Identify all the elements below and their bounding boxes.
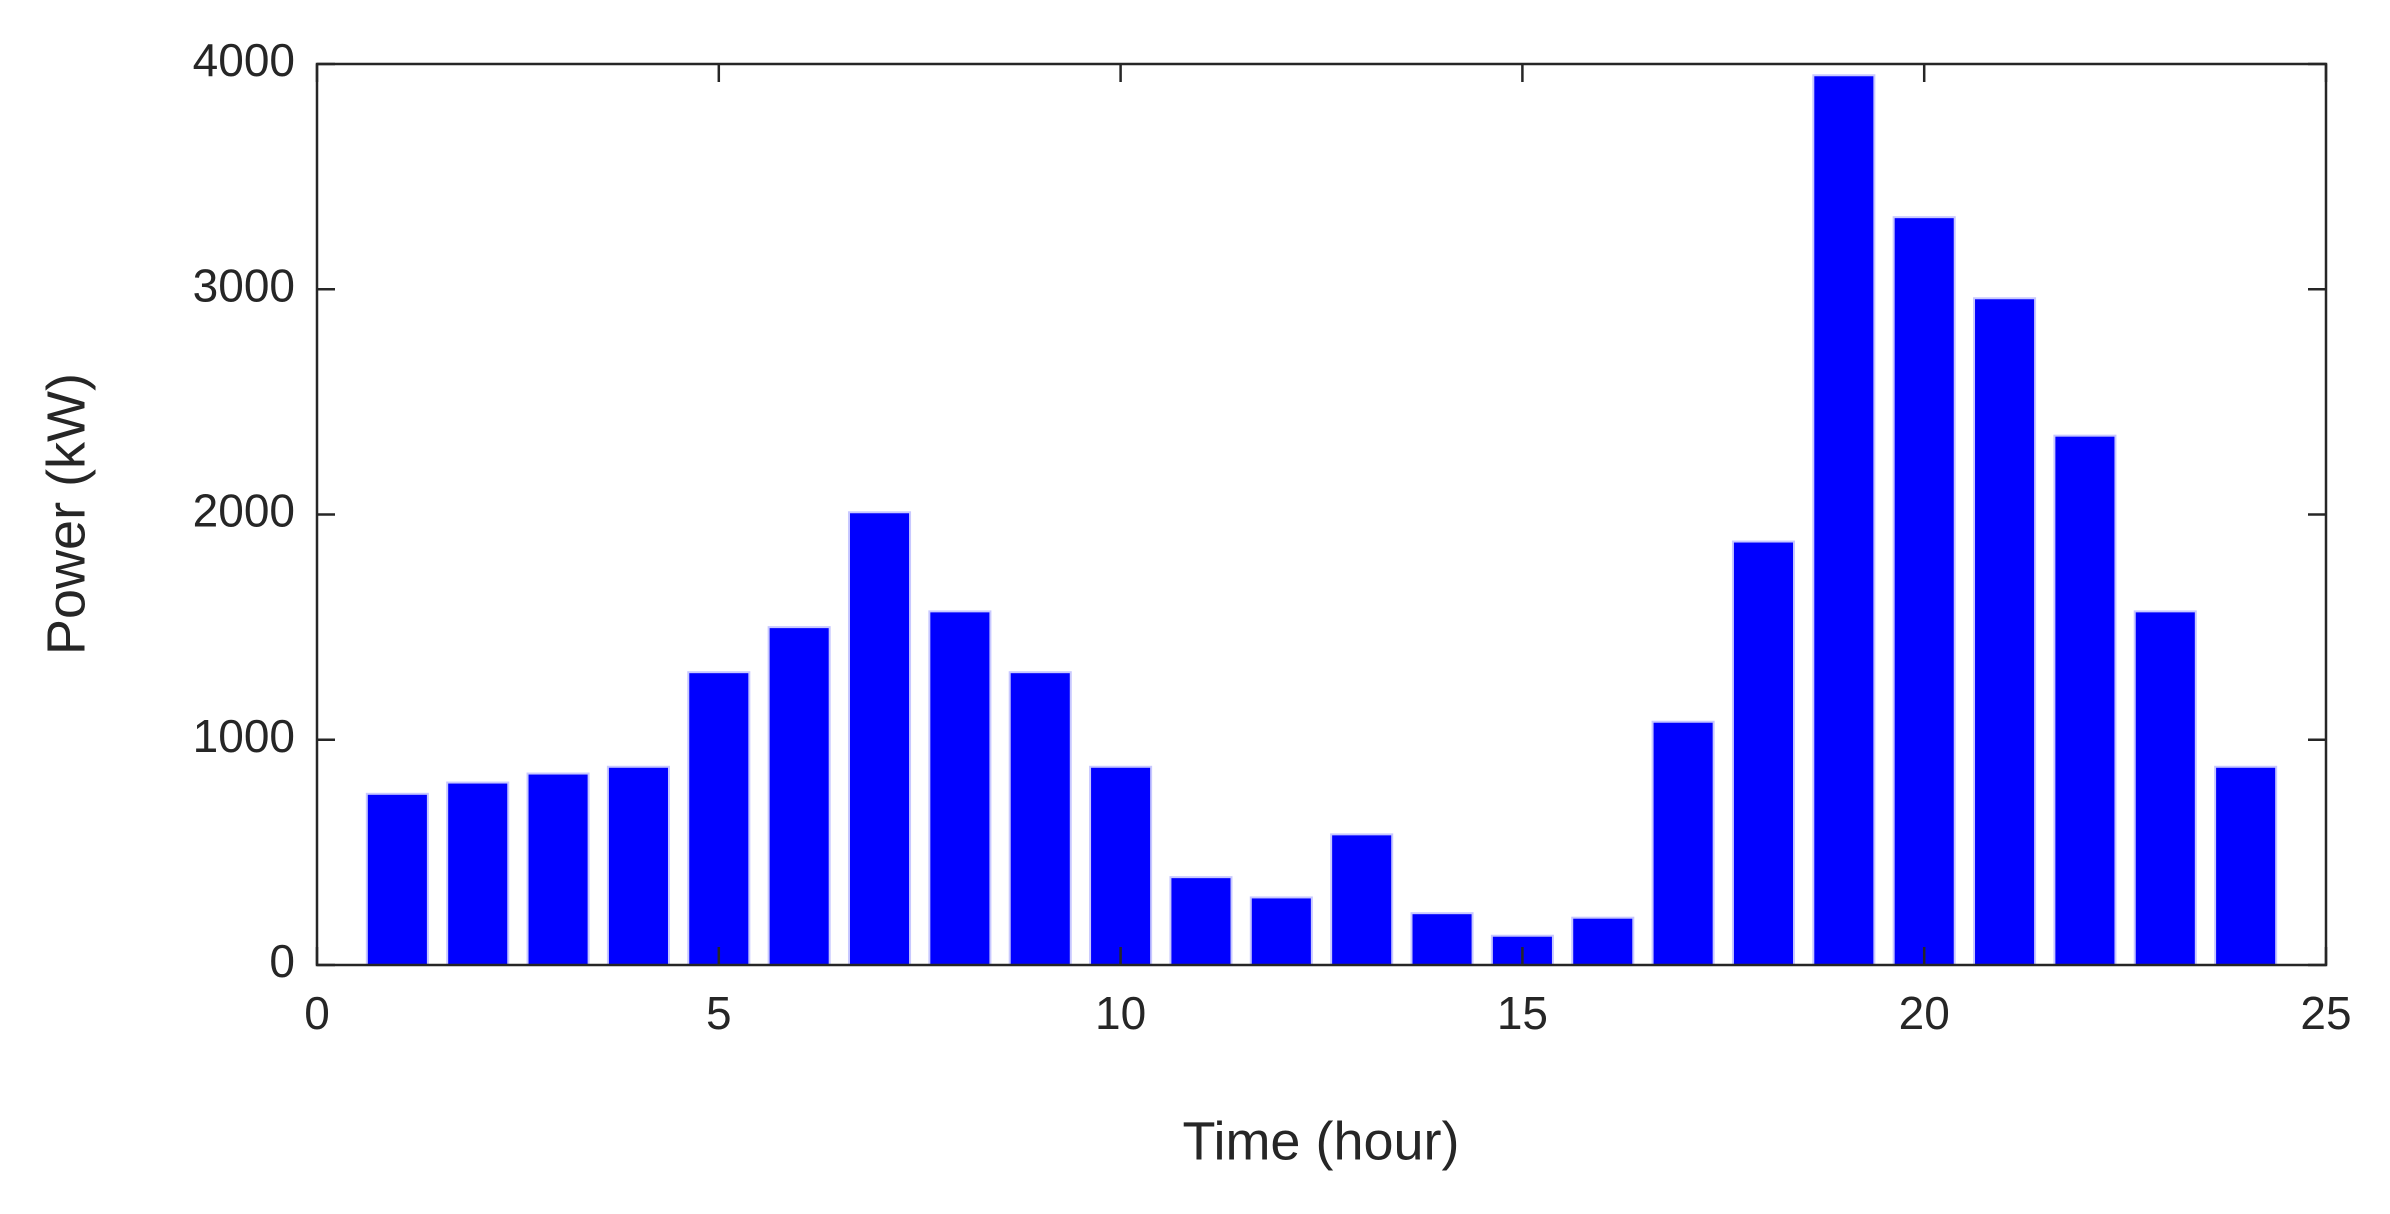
- bar: [1892, 216, 1956, 967]
- y-tick-label: 2000: [193, 485, 295, 537]
- y-axis-label: Power (kW): [36, 373, 96, 655]
- bar: [1089, 765, 1153, 967]
- x-axis-label: Time (hour): [1182, 1111, 1459, 1171]
- y-tick-label: 0: [269, 935, 295, 987]
- bar: [1410, 912, 1474, 967]
- bar: [1731, 540, 1796, 967]
- x-tick-label: 15: [1497, 987, 1548, 1039]
- y-tick-label: 3000: [193, 259, 295, 311]
- bar: [1973, 297, 2037, 966]
- bar: [446, 781, 510, 966]
- bar: [687, 671, 751, 966]
- bar: [928, 610, 992, 966]
- bar: [1169, 876, 1233, 967]
- bar: [1249, 896, 1313, 966]
- x-tick-label: 10: [1095, 987, 1146, 1039]
- y-tick-label: 1000: [193, 710, 295, 762]
- bar: [1008, 671, 1072, 966]
- bar: [1812, 74, 1876, 966]
- bar: [1651, 720, 1715, 966]
- bar: [2214, 765, 2278, 967]
- bar: [606, 765, 670, 967]
- x-tick-label: 5: [706, 987, 732, 1039]
- bar: [1330, 833, 1394, 966]
- bar: [365, 792, 429, 966]
- bar: [526, 772, 590, 966]
- y-tick-label: 4000: [193, 34, 295, 86]
- bar: [2053, 434, 2117, 967]
- bar: [1571, 916, 1635, 967]
- bar: [847, 511, 912, 966]
- bar: [2133, 610, 2197, 966]
- bar: [767, 626, 831, 966]
- x-tick-label: 0: [304, 987, 330, 1039]
- x-tick-label: 20: [1899, 987, 1950, 1039]
- x-tick-label: 25: [2300, 987, 2351, 1039]
